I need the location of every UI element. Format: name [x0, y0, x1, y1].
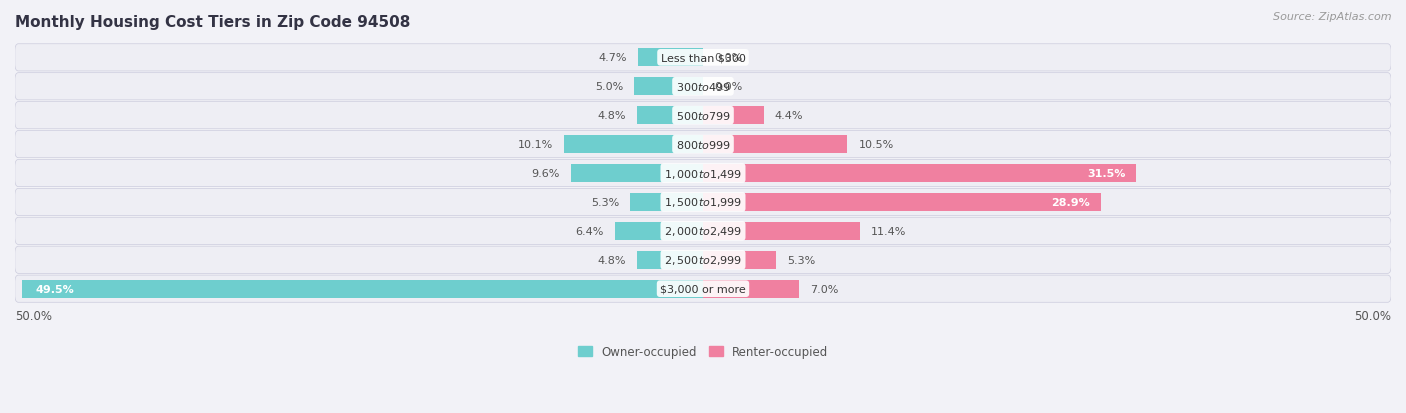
Text: 7.0%: 7.0% [810, 284, 839, 294]
Text: 28.9%: 28.9% [1050, 197, 1090, 207]
Bar [22, 280, 703, 298]
Text: 49.5%: 49.5% [35, 284, 75, 294]
FancyBboxPatch shape [15, 160, 1391, 187]
Text: $3,000 or more: $3,000 or more [661, 284, 745, 294]
Text: 11.4%: 11.4% [870, 226, 907, 236]
Text: 5.3%: 5.3% [787, 255, 815, 265]
Text: 5.0%: 5.0% [595, 82, 623, 92]
Bar [703, 107, 763, 125]
Text: 5.3%: 5.3% [591, 197, 619, 207]
Text: 10.5%: 10.5% [859, 140, 894, 150]
FancyBboxPatch shape [15, 131, 1391, 158]
Text: 4.8%: 4.8% [598, 255, 626, 265]
FancyBboxPatch shape [15, 275, 1391, 303]
Text: 0.0%: 0.0% [714, 82, 742, 92]
Bar [630, 194, 703, 211]
Text: 4.7%: 4.7% [599, 53, 627, 63]
Text: 50.0%: 50.0% [1354, 309, 1391, 322]
Text: Monthly Housing Cost Tiers in Zip Code 94508: Monthly Housing Cost Tiers in Zip Code 9… [15, 15, 411, 30]
Text: 31.5%: 31.5% [1087, 169, 1125, 178]
Text: $1,500 to $1,999: $1,500 to $1,999 [664, 196, 742, 209]
FancyBboxPatch shape [15, 218, 1391, 245]
FancyBboxPatch shape [15, 45, 1391, 72]
Text: 6.4%: 6.4% [575, 226, 605, 236]
Text: Less than $300: Less than $300 [661, 53, 745, 63]
Bar [638, 49, 703, 67]
Bar [637, 107, 703, 125]
Bar [703, 165, 1136, 183]
Text: 4.4%: 4.4% [775, 111, 803, 121]
FancyBboxPatch shape [15, 74, 1391, 101]
Legend: Owner-occupied, Renter-occupied: Owner-occupied, Renter-occupied [572, 341, 834, 363]
Text: Source: ZipAtlas.com: Source: ZipAtlas.com [1274, 12, 1392, 22]
Text: 10.1%: 10.1% [517, 140, 553, 150]
Bar [614, 222, 703, 240]
Text: $2,000 to $2,499: $2,000 to $2,499 [664, 225, 742, 238]
Bar [703, 136, 848, 154]
Text: $800 to $999: $800 to $999 [675, 139, 731, 151]
Bar [564, 136, 703, 154]
Bar [703, 194, 1101, 211]
FancyBboxPatch shape [15, 247, 1391, 274]
Text: $2,500 to $2,999: $2,500 to $2,999 [664, 254, 742, 267]
Text: $1,000 to $1,499: $1,000 to $1,499 [664, 167, 742, 180]
Bar [571, 165, 703, 183]
Bar [703, 280, 800, 298]
FancyBboxPatch shape [15, 102, 1391, 129]
Text: $500 to $799: $500 to $799 [675, 110, 731, 122]
FancyBboxPatch shape [15, 189, 1391, 216]
Text: 9.6%: 9.6% [531, 169, 560, 178]
Bar [703, 222, 860, 240]
Text: 50.0%: 50.0% [15, 309, 52, 322]
Text: 4.8%: 4.8% [598, 111, 626, 121]
Bar [634, 78, 703, 96]
Bar [637, 251, 703, 269]
Text: $300 to $499: $300 to $499 [675, 81, 731, 93]
Bar [703, 251, 776, 269]
Text: 0.0%: 0.0% [714, 53, 742, 63]
